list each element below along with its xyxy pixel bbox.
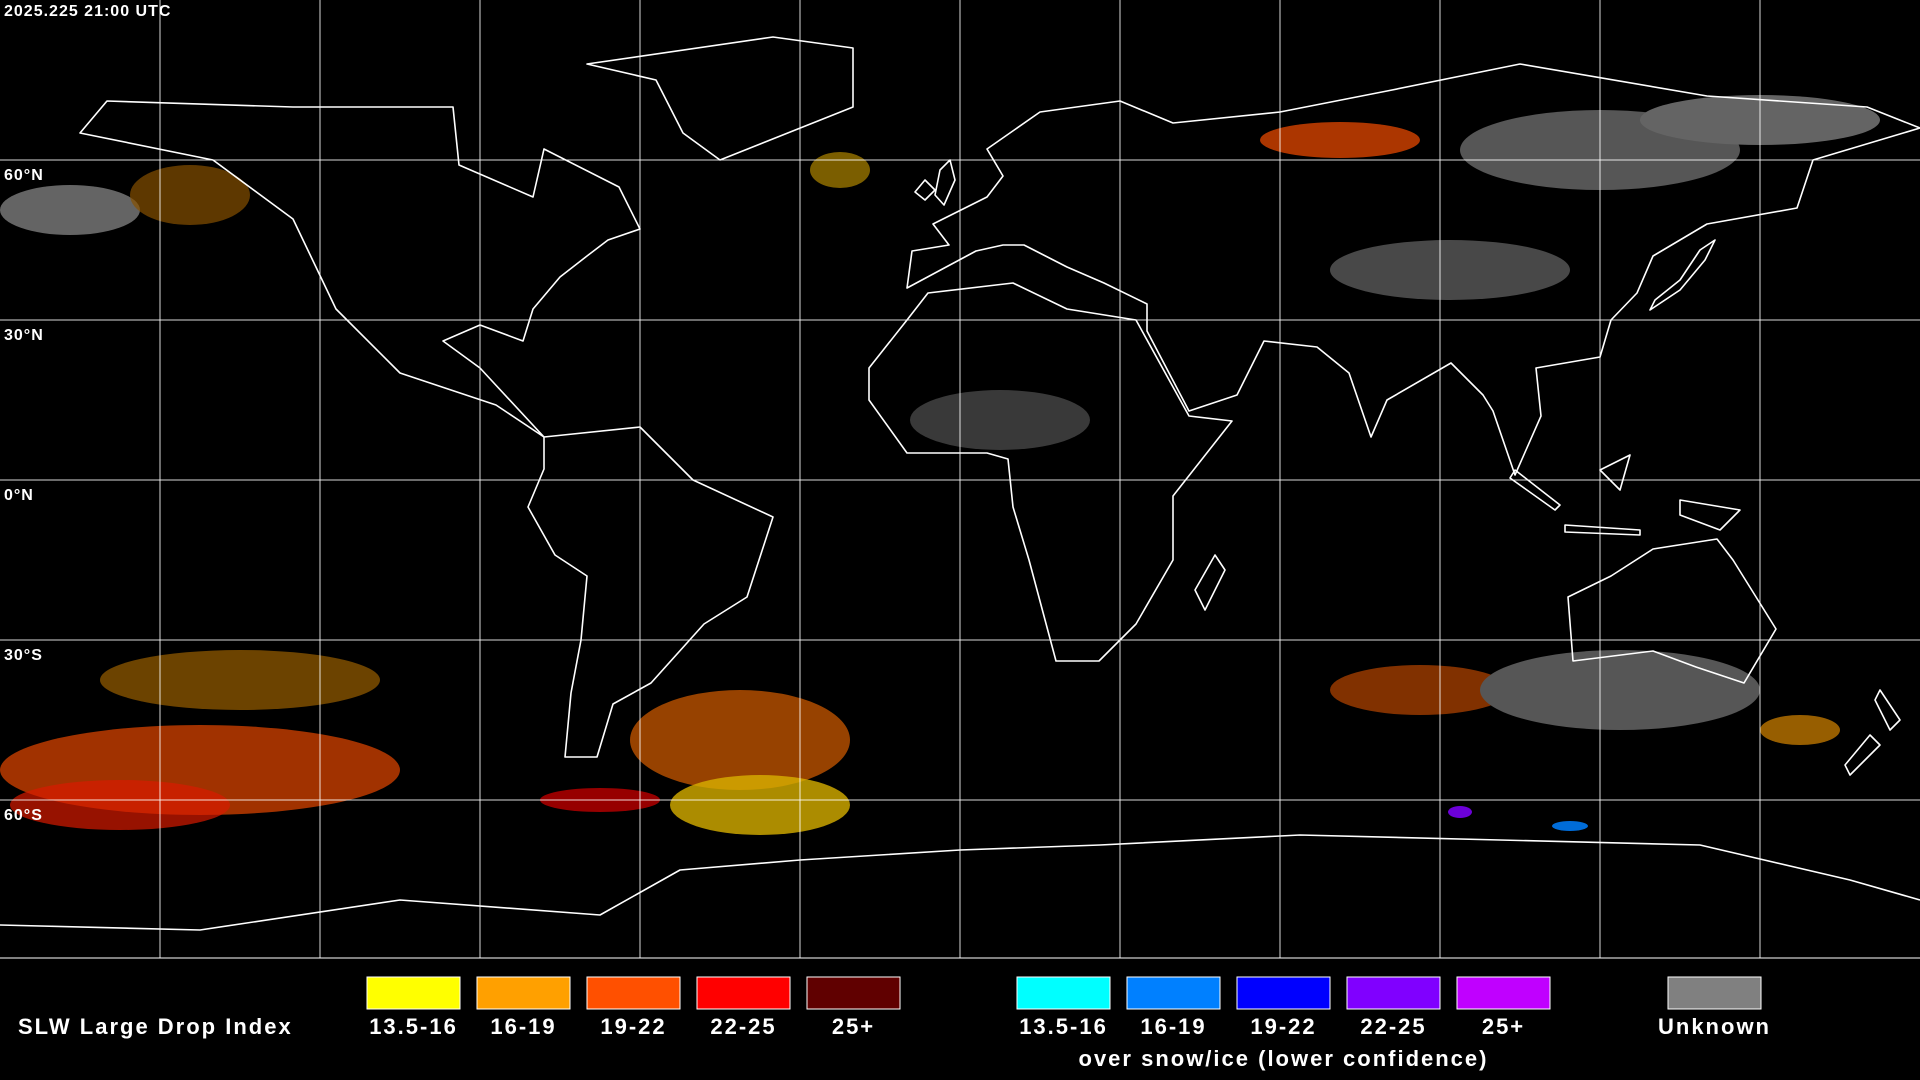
latitude-label: 60°N: [4, 167, 44, 184]
legend-note: over snow/ice (lower confidence): [1079, 1046, 1489, 1071]
africa: [868, 282, 1233, 662]
world-map: 60°N 30°N 0°N 30°S 60°S 2025.225 21:00 UTC: [0, 0, 1920, 958]
legend-swatch: [586, 976, 681, 1010]
legend-label: 22-25: [1360, 1014, 1426, 1039]
australia: [1567, 538, 1777, 684]
japan: [1649, 239, 1716, 311]
coastlines: [0, 36, 1920, 931]
legend-swatch: [476, 976, 571, 1010]
latitude-label: 60°S: [4, 807, 43, 824]
legend-swatch: [1016, 976, 1111, 1010]
latitude-label: 30°S: [4, 647, 43, 664]
legend-label: 19-22: [600, 1014, 666, 1039]
legend-swatch: [806, 976, 901, 1010]
legend-label: 22-25: [710, 1014, 776, 1039]
legend-swatch: [1456, 976, 1551, 1010]
legend-title: SLW Large Drop Index: [18, 1014, 293, 1039]
north-america: [79, 100, 641, 438]
legend-swatch: [1667, 976, 1762, 1010]
legend-swatch: [1236, 976, 1331, 1010]
timestamp: 2025.225 21:00 UTC: [4, 3, 171, 20]
legend-label: 16-19: [490, 1014, 556, 1039]
latitude-label: 0°N: [4, 487, 34, 504]
greenland: [586, 36, 854, 161]
legend-label: 13.5-16: [369, 1014, 458, 1039]
legend-swatch: [1126, 976, 1221, 1010]
legend-label: 25+: [832, 1014, 875, 1039]
madagascar: [1194, 554, 1226, 611]
new-zealand: [1844, 689, 1901, 776]
eurasia: [906, 63, 1920, 476]
legend-swatch: [366, 976, 461, 1010]
legend-label: 13.5-16: [1019, 1014, 1108, 1039]
latitude-labels: 60°N 30°N 0°N 30°S 60°S: [4, 167, 44, 824]
legend-label: 16-19: [1140, 1014, 1206, 1039]
british-isles: [914, 159, 956, 206]
legend-label: 19-22: [1250, 1014, 1316, 1039]
legend: SLW Large Drop Index 13.5-16 16-19 19-22 22…: [18, 976, 1771, 1071]
legend-swatch: [696, 976, 791, 1010]
legend-swatch: [1346, 976, 1441, 1010]
indonesia: [1509, 454, 1741, 536]
south-america: [527, 426, 774, 758]
graticule: [0, 0, 1920, 958]
latitude-label: 30°N: [4, 327, 44, 344]
legend-label: 25+: [1482, 1014, 1525, 1039]
legend-label: Unknown: [1658, 1014, 1771, 1039]
